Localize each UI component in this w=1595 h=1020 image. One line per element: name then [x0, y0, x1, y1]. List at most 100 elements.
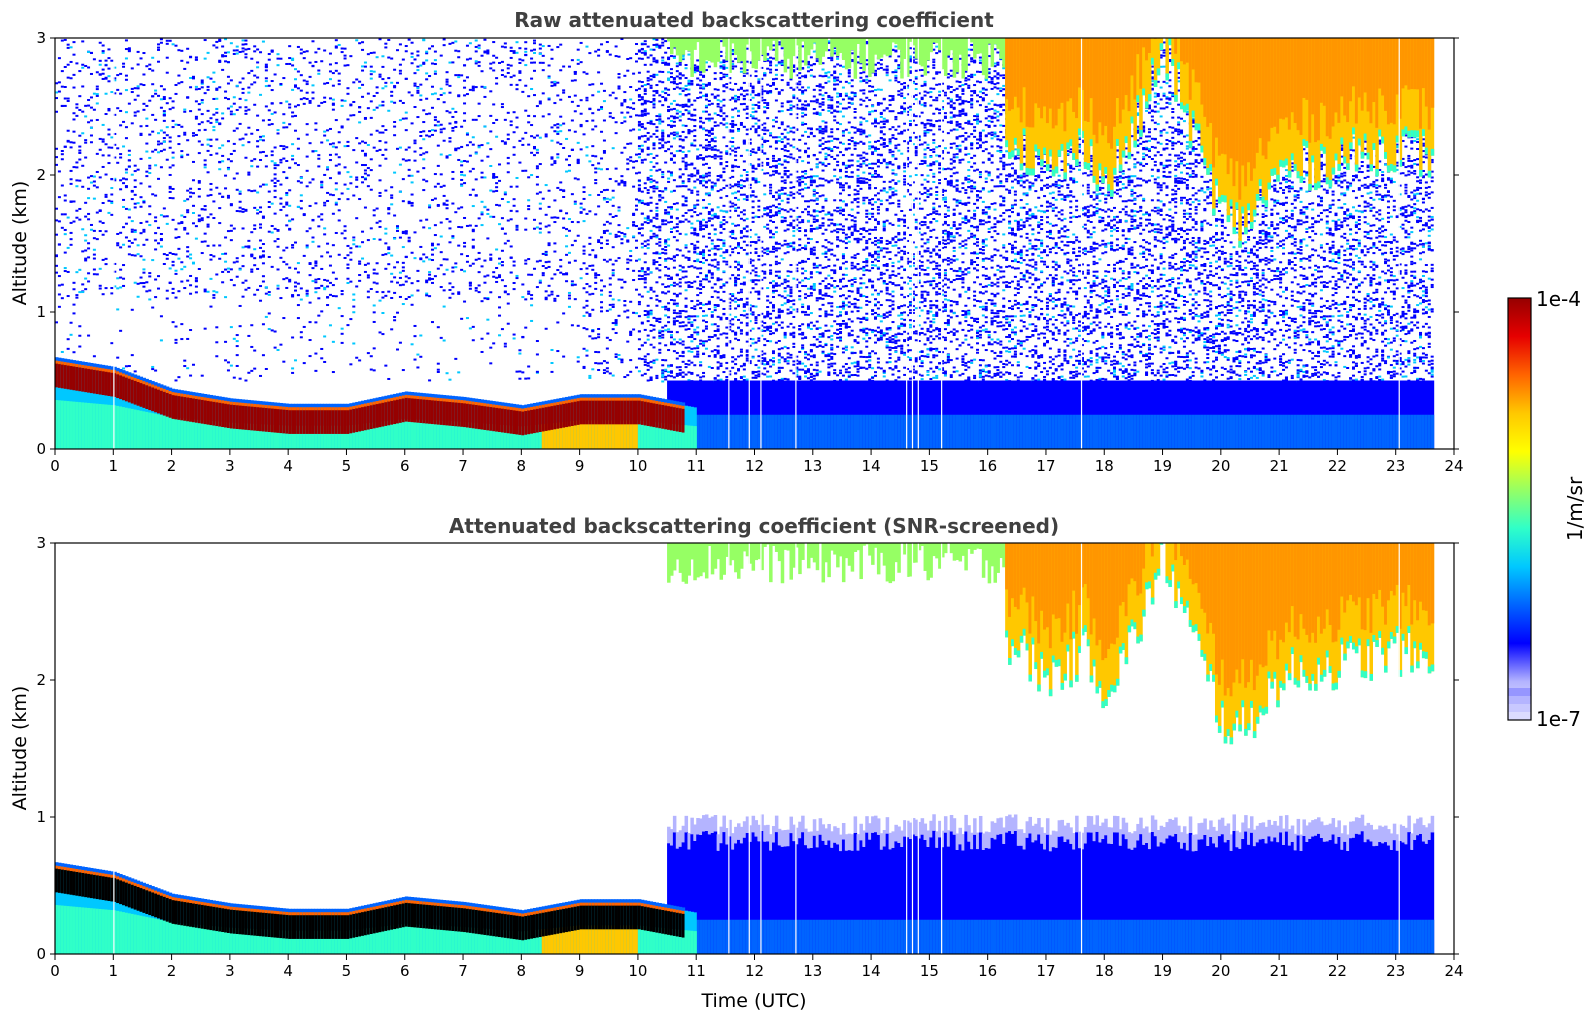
- noise-speck: [419, 64, 423, 67]
- noise-speck: [331, 108, 335, 111]
- noise-speck: [340, 232, 344, 235]
- noise-speck: [244, 43, 248, 46]
- noise-speck: [658, 342, 662, 345]
- noise-speck: [101, 140, 105, 143]
- noise-speck: [69, 60, 73, 63]
- noise-speck: [579, 206, 583, 209]
- noise-speck: [643, 358, 647, 361]
- noise-speck: [748, 183, 752, 186]
- noise-speck: [107, 67, 111, 70]
- noise-speck: [320, 141, 324, 144]
- noise-speck: [186, 211, 190, 214]
- noise-speck: [728, 98, 732, 101]
- noise-speck: [381, 291, 385, 294]
- noise-speck: [159, 41, 163, 44]
- noise-speck: [725, 150, 729, 153]
- noise-speck: [340, 341, 344, 344]
- noise-speck: [541, 45, 545, 48]
- noise-speck: [661, 359, 665, 362]
- noise-speck: [326, 285, 330, 288]
- noise-speck: [672, 338, 676, 341]
- noise-speck: [506, 322, 510, 325]
- noise-speck: [189, 274, 193, 277]
- noise-speck: [690, 372, 694, 375]
- noise-speck: [363, 61, 367, 64]
- noise-speck: [174, 325, 178, 328]
- noise-speck: [124, 57, 128, 60]
- noise-speck: [611, 196, 615, 199]
- noise-speck: [643, 112, 647, 115]
- noise-speck: [369, 116, 373, 119]
- noise-speck: [331, 212, 335, 215]
- noise-speck: [314, 122, 318, 125]
- noise-speck: [419, 355, 423, 358]
- noise-speck: [710, 276, 714, 279]
- noise-speck: [506, 67, 510, 70]
- noise-speck: [229, 364, 233, 367]
- noise-speck: [713, 290, 717, 293]
- noise-speck: [588, 242, 592, 245]
- noise-speck: [337, 198, 341, 201]
- noise-speck: [136, 110, 140, 113]
- noise-speck: [547, 242, 551, 245]
- noise-speck: [433, 92, 437, 95]
- noise-speck: [719, 157, 723, 160]
- noise-speck: [506, 133, 510, 136]
- noise-speck: [451, 170, 455, 173]
- noise-speck: [684, 316, 688, 319]
- noise-speck: [731, 175, 735, 178]
- noise-speck: [690, 285, 694, 288]
- noise-speck: [253, 248, 257, 251]
- noise-speck: [84, 141, 88, 144]
- noise-speck: [296, 294, 300, 297]
- noise-speck: [658, 45, 662, 48]
- noise-speck: [585, 304, 589, 307]
- noise-speck: [704, 148, 708, 151]
- noise-speck: [419, 219, 423, 222]
- noise-speck: [250, 255, 254, 258]
- noise-speck: [390, 328, 394, 331]
- noise-speck: [745, 47, 749, 50]
- noise-speck: [267, 293, 271, 296]
- noise-speck: [684, 289, 688, 292]
- noise-speck: [372, 268, 376, 271]
- noise-speck: [690, 114, 694, 117]
- noise-speck: [576, 48, 580, 51]
- noise-speck: [244, 48, 248, 51]
- noise-speck: [728, 230, 732, 233]
- noise-speck: [191, 363, 195, 366]
- noise-speck: [649, 174, 653, 177]
- noise-speck: [393, 120, 397, 123]
- noise-speck: [480, 200, 484, 203]
- noise-speck: [524, 298, 528, 301]
- noise-speck: [486, 296, 490, 299]
- noise-speck: [664, 211, 668, 214]
- noise-speck: [331, 340, 335, 343]
- noise-speck: [637, 123, 641, 126]
- noise-speck: [457, 56, 461, 59]
- noise-speck: [84, 259, 88, 262]
- noise-speck: [576, 221, 580, 224]
- noise-speck: [221, 195, 225, 198]
- noise-speck: [212, 129, 216, 132]
- noise-speck: [649, 235, 653, 238]
- noise-speck: [180, 323, 184, 326]
- noise-speck: [646, 203, 650, 206]
- noise-speck: [585, 146, 589, 149]
- noise-speck: [401, 269, 405, 272]
- noise-speck: [637, 49, 641, 52]
- noise-speck: [704, 303, 708, 306]
- noise-speck: [658, 351, 662, 354]
- noise-speck: [104, 77, 108, 80]
- noise-speck: [629, 370, 633, 373]
- noise-speck: [308, 339, 312, 342]
- noise-speck: [276, 348, 280, 351]
- noise-speck: [518, 71, 522, 74]
- noise-speck: [707, 147, 711, 150]
- noise-speck: [725, 260, 729, 263]
- noise-speck: [407, 174, 411, 177]
- noise-speck: [690, 242, 694, 245]
- noise-speck: [267, 200, 271, 203]
- noise-speck: [573, 71, 577, 74]
- noise-speck: [250, 254, 254, 257]
